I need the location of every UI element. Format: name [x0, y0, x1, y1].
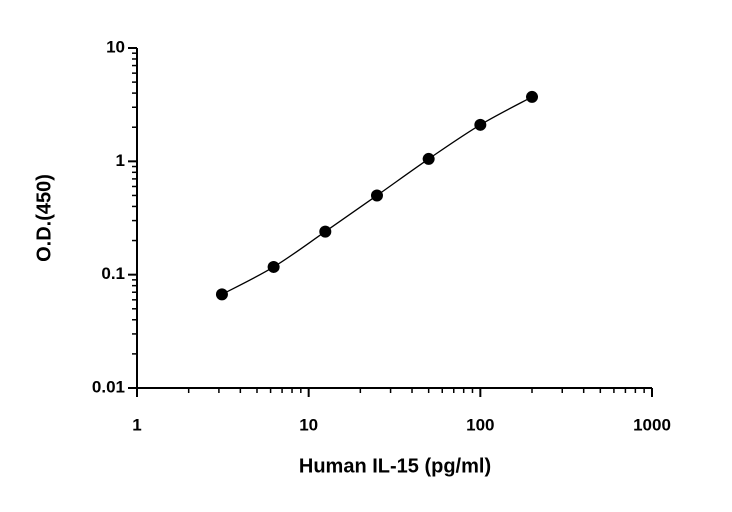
x-tick-label: 100 [466, 415, 494, 434]
y-axis-label: O.D.(450) [33, 174, 55, 262]
point [474, 118, 487, 131]
x-tick-label: 1000 [633, 415, 671, 434]
point [422, 152, 435, 165]
y-tick-label: 0.1 [101, 264, 125, 283]
x-tick-label: 10 [299, 415, 318, 434]
x-axis-label: Human IL-15 (pg/ml) [299, 455, 491, 477]
point [370, 189, 383, 202]
point [215, 288, 228, 301]
y-tick-label: 10 [106, 37, 125, 56]
y-tick-label: 1 [116, 151, 125, 170]
point [267, 260, 280, 273]
x-tick-label: 1 [132, 415, 141, 434]
y-tick-label: 0.01 [92, 377, 125, 396]
point [526, 90, 539, 103]
point [319, 225, 332, 238]
